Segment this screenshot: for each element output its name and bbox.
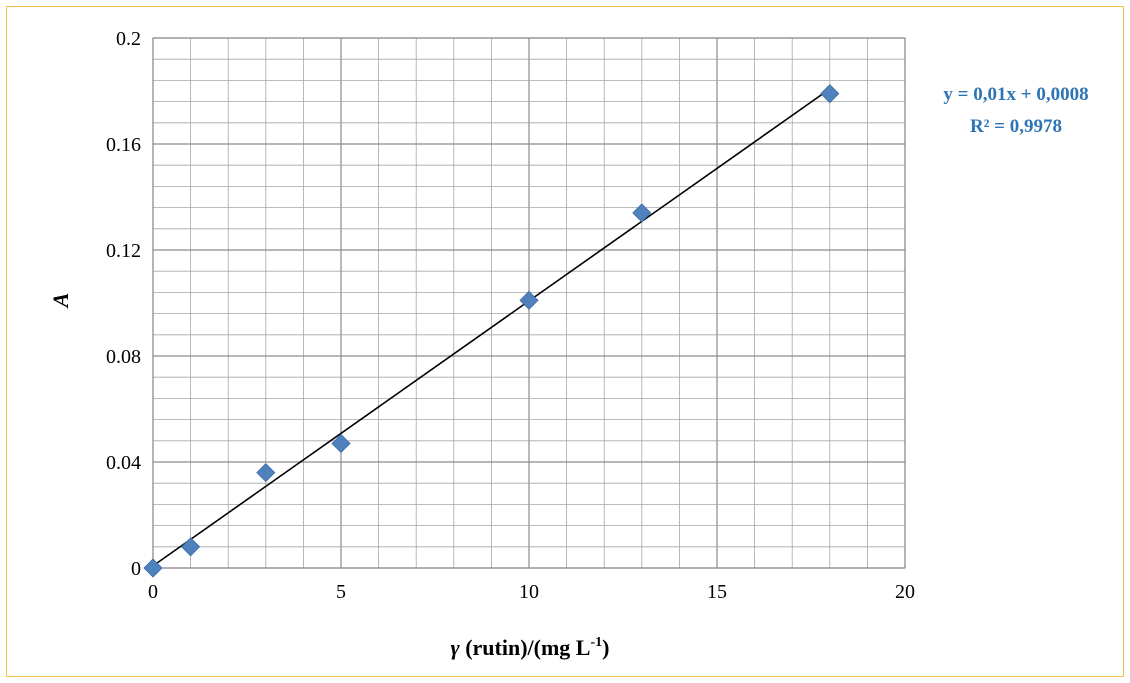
x-tick-label: 5 bbox=[336, 581, 346, 603]
data-point bbox=[256, 463, 276, 483]
plot-area-border bbox=[152, 37, 906, 569]
data-point bbox=[519, 290, 539, 310]
x-tick-label: 20 bbox=[895, 581, 915, 603]
y-axis-label: A bbox=[48, 293, 73, 310]
x-axis-label-superscript: -1 bbox=[590, 635, 602, 650]
data-point bbox=[331, 433, 351, 454]
data-point bbox=[820, 84, 840, 104]
chart-frame bbox=[6, 6, 1124, 677]
data-point bbox=[181, 537, 201, 557]
y-tick-label: 0.08 bbox=[106, 346, 141, 368]
x-axis-ticks: 0 5 10 15 20 bbox=[148, 581, 915, 603]
data-point bbox=[143, 558, 163, 578]
data-points bbox=[143, 84, 840, 578]
y-tick-label: 0.2 bbox=[116, 28, 141, 50]
trendline-equation: y = 0,01x + 0,0008 bbox=[943, 84, 1088, 105]
x-axis-label-main: (rutin)/(mg L bbox=[460, 635, 591, 660]
trendline bbox=[152, 88, 831, 567]
x-axis-label-symbol: γ bbox=[451, 635, 461, 660]
y-tick-label: 0 bbox=[131, 558, 141, 580]
data-point bbox=[632, 203, 652, 223]
x-tick-label: 0 bbox=[148, 581, 158, 603]
y-tick-label: 0.16 bbox=[106, 134, 141, 156]
y-axis-ticks: 0 0.04 0.08 0.12 0.16 0.2 bbox=[106, 28, 141, 580]
x-axis-label: γ (rutin)/(mg L-1) bbox=[451, 635, 610, 660]
y-tick-label: 0.12 bbox=[106, 240, 141, 262]
y-tick-label: 0.04 bbox=[106, 452, 141, 474]
x-tick-label: 15 bbox=[707, 581, 727, 603]
x-axis-label-suffix: ) bbox=[602, 635, 609, 660]
trendline-r-squared: R² = 0,9978 bbox=[970, 116, 1062, 137]
x-tick-label: 10 bbox=[519, 581, 539, 603]
